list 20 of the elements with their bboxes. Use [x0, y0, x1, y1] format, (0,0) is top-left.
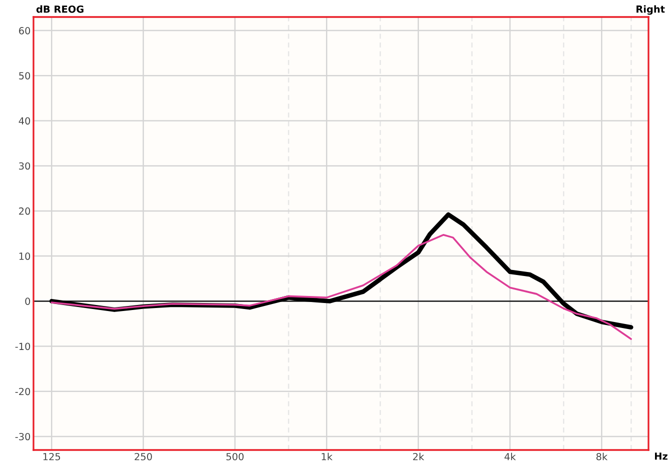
y-tick-label: 60 [19, 27, 30, 34]
y-tick-label: 30 [19, 162, 30, 170]
y-tick-label: 50 [19, 72, 30, 80]
y-tick-label: -20 [15, 388, 30, 396]
y-tick-label: 10 [19, 252, 30, 260]
x-tick-label: 125 [43, 452, 60, 460]
y-tick-label: 20 [19, 207, 30, 215]
y-tick-label: -30 [15, 432, 30, 440]
x-tick-label: 250 [134, 452, 152, 460]
x-tick-label: 2k [413, 452, 424, 460]
x-axis-title: Hz [654, 452, 668, 460]
x-tick-label: 4k [504, 452, 516, 460]
x-tick-label: 8k [596, 452, 608, 460]
y-tick-label: 0 [25, 298, 30, 305]
x-tick-label: 500 [226, 452, 244, 460]
y-tick-label: -10 [15, 342, 30, 350]
chart-title: Right [636, 5, 665, 15]
y-axis-title: dB REOG [36, 5, 84, 13]
y-tick-label: 40 [18, 117, 30, 125]
x-tick-label: 1k [322, 452, 333, 460]
